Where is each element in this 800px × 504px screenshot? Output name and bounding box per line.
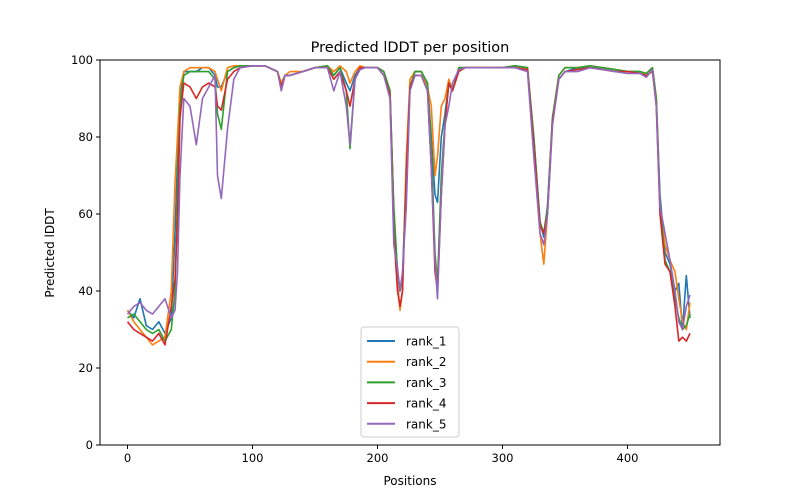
y-tick-label: 0	[86, 438, 93, 452]
legend-label: rank_3	[406, 376, 446, 390]
y-tick-label: 100	[71, 53, 93, 67]
x-tick-label: 100	[242, 451, 264, 465]
series-line-rank-5	[126, 65, 691, 331]
legend: rank_1 rank_2 rank_3 rank_4 rank_5	[360, 326, 460, 438]
plot-frame	[99, 59, 721, 446]
x-tick-label: 200	[367, 451, 389, 465]
legend-label: rank_2	[406, 355, 446, 369]
y-axis-label: Predicted lDDT	[43, 208, 57, 298]
legend-label: rank_5	[406, 417, 446, 431]
y-tick-label: 80	[78, 130, 93, 144]
y-tick-label: 60	[78, 207, 93, 221]
axis-ticks: 0 100 200 300 400 0 20 40 60 80 100	[71, 53, 638, 465]
x-tick-label: 400	[617, 451, 639, 465]
x-tick-label: 0	[124, 451, 131, 465]
chart-title: Predicted lDDT per position	[311, 40, 510, 56]
x-tick-label: 300	[492, 451, 514, 465]
y-tick-label: 40	[78, 284, 93, 298]
y-tick-label: 20	[78, 361, 93, 375]
legend-label: rank_1	[406, 335, 446, 349]
series-lines	[126, 65, 691, 346]
legend-label: rank_4	[406, 397, 446, 411]
legend-box	[360, 326, 460, 438]
x-axis-label: Positions	[384, 474, 437, 488]
